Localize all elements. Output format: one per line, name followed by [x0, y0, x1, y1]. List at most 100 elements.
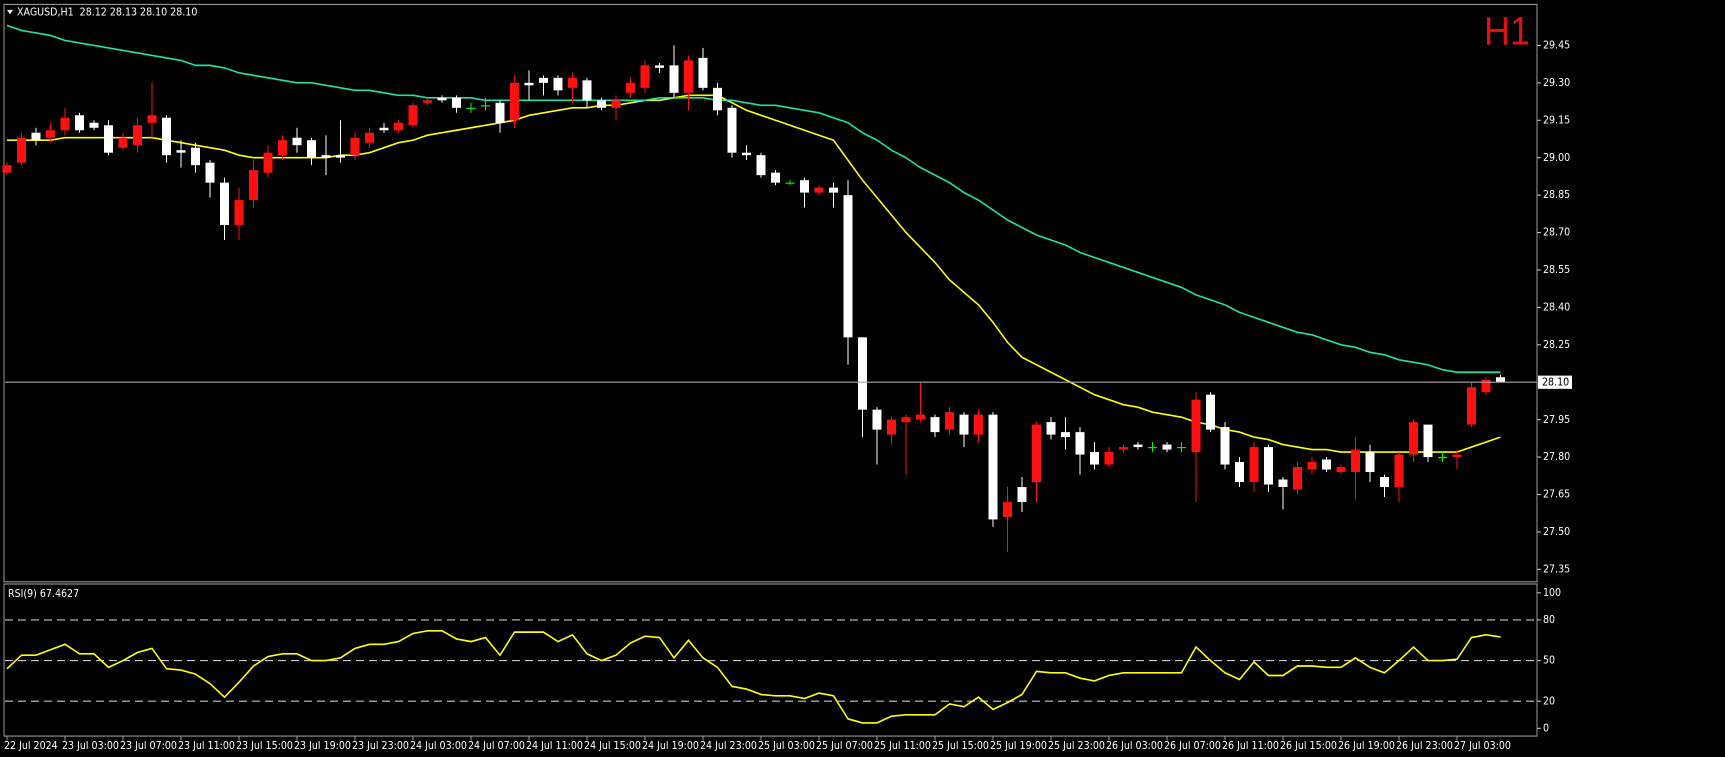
panel-frame [3, 3, 1538, 583]
candle-body [1452, 454, 1462, 458]
candle-body [292, 137, 302, 146]
candle-body [568, 77, 577, 88]
candle-body [611, 100, 621, 108]
x-tick-label: 23 Jul 19:00 [294, 741, 351, 753]
candle-body [916, 414, 925, 420]
candle-body [1380, 477, 1389, 487]
candle-body [742, 152, 751, 156]
candle-body [495, 102, 505, 123]
candle-body [466, 107, 476, 109]
x-tick-label: 26 Jul 23:00 [1396, 741, 1453, 753]
candle-body [640, 65, 650, 88]
x-tick-label: 24 Jul 03:00 [410, 741, 467, 753]
x-tick-label: 25 Jul 23:00 [1048, 741, 1105, 753]
x-tick-label: 26 Jul 11:00 [1222, 741, 1279, 753]
y-tick-label: 27.95 [1543, 414, 1570, 426]
candle-body [234, 200, 244, 226]
candle-body [307, 140, 316, 158]
candle-body [1061, 432, 1070, 438]
y-tick-label: 28.25 [1543, 340, 1570, 352]
candle-body [829, 187, 838, 193]
x-tick-label: 27 Jul 03:00 [1454, 741, 1511, 753]
candle-body [176, 150, 186, 153]
candle-body [1003, 501, 1012, 517]
y-tick-label: 20 [1543, 696, 1555, 708]
candle-body [814, 187, 824, 193]
candle-body [510, 82, 519, 121]
y-tick-label: 27.35 [1543, 564, 1570, 576]
indicator-title: RSI(9) 67.4627 [8, 589, 79, 601]
candle-body [1235, 462, 1244, 483]
candle-body [1322, 459, 1331, 470]
x-tick-label: 26 Jul 15:00 [1280, 741, 1337, 753]
candle-body [713, 87, 722, 111]
candle-body [452, 97, 461, 108]
timeframe-label: H1 [1484, 10, 1530, 54]
candle-body [278, 140, 287, 156]
x-tick-label: 24 Jul 19:00 [642, 741, 699, 753]
candle-body [1220, 427, 1230, 465]
x-tick-label: 22 Jul 2024 [4, 741, 58, 753]
candle-body [1278, 479, 1288, 487]
candle-body [800, 180, 809, 193]
menu-triangle [7, 9, 13, 15]
x-tick-label: 24 Jul 23:00 [700, 741, 757, 753]
candle-body [481, 105, 490, 107]
candle-body [1032, 424, 1041, 483]
x-tick-label: 23 Jul 23:00 [352, 741, 409, 753]
candle-body [1249, 447, 1259, 483]
candle-body [1206, 394, 1215, 430]
x-tick-label: 25 Jul 07:00 [816, 741, 873, 753]
candle-body [974, 414, 983, 435]
candle-body [408, 105, 418, 126]
candle-body [104, 125, 113, 153]
y-tick-label: 28.85 [1543, 190, 1570, 202]
candle-body [1191, 399, 1201, 453]
candle-body [336, 155, 345, 158]
candle-body [437, 97, 447, 101]
y-tick-label: 29.15 [1543, 115, 1570, 127]
candle-body [843, 195, 853, 338]
y-tick-label: 27.80 [1543, 452, 1570, 464]
y-tick-label: 50 [1543, 655, 1555, 667]
candle-body [872, 409, 882, 430]
candle-body [1177, 447, 1186, 449]
candle-body [350, 137, 360, 156]
x-tick-label: 23 Jul 07:00 [120, 741, 177, 753]
candle-body [75, 115, 84, 131]
y-tick-label: 80 [1543, 615, 1555, 627]
x-tick-label: 26 Jul 03:00 [1106, 741, 1163, 753]
candle-body [1351, 449, 1360, 473]
candle-body [118, 137, 128, 148]
candle-body [727, 107, 737, 153]
last-price-box [1538, 375, 1572, 389]
x-tick-label: 24 Jul 07:00 [468, 741, 525, 753]
y-tick-label: 100 [1543, 588, 1561, 600]
candle-body [1336, 467, 1346, 473]
candle-body [539, 77, 548, 83]
x-tick-label: 26 Jul 07:00 [1164, 741, 1221, 753]
candle-body [1307, 462, 1317, 470]
candle-body [162, 117, 171, 156]
candle-body [321, 155, 331, 158]
candle-body [1481, 379, 1491, 393]
candle-body [1394, 454, 1404, 487]
candle-body [756, 155, 766, 176]
candle-body [31, 132, 41, 141]
candle-body [1162, 444, 1172, 450]
y-tick-label: 27.65 [1543, 489, 1570, 501]
candle-body [1293, 467, 1302, 490]
rsi-line [6, 629, 1501, 724]
candle-body [2, 165, 12, 173]
candle-body [1017, 486, 1027, 502]
candle-body [1496, 377, 1505, 383]
candle-body [17, 137, 26, 163]
candle-body [191, 147, 200, 166]
candle-body [771, 172, 780, 183]
last-price-label: 28.10 [1542, 377, 1569, 389]
candle-body [582, 80, 592, 101]
x-tick-label: 25 Jul 11:00 [874, 741, 931, 753]
candle-body [205, 162, 215, 183]
